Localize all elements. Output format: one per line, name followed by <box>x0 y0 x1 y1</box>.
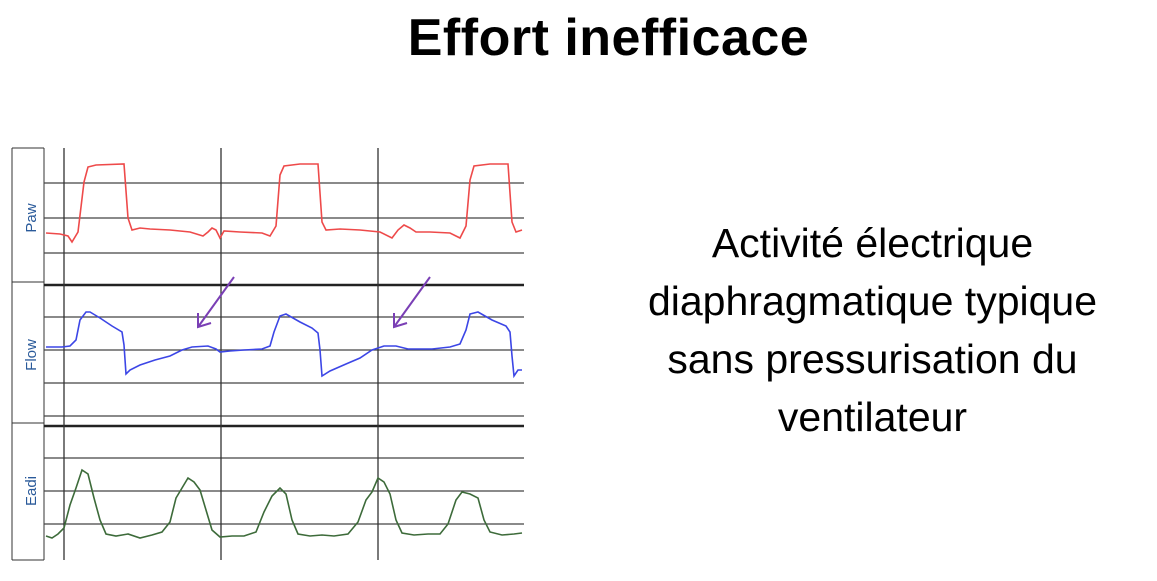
time-markers <box>63 148 379 560</box>
arrow-left <box>197 276 235 329</box>
arrow-right <box>393 276 431 329</box>
flow-trace <box>46 311 522 379</box>
waveform-panel: Paw Flow Eadi <box>11 147 524 561</box>
flow-label: Flow <box>23 339 40 371</box>
caption-line-1: Activité électrique <box>711 220 1034 266</box>
paw-label: Paw <box>23 203 40 232</box>
annotation-arrows <box>197 276 431 329</box>
caption-line-2: diaphragmatique typique <box>647 278 1098 324</box>
paw-trace <box>45 163 523 244</box>
caption-line-3: sans pressurisation du <box>667 336 1078 382</box>
gridlines <box>44 182 524 525</box>
slide-title: Effort inefficace <box>407 9 810 67</box>
eadi-label: Eadi <box>23 476 40 506</box>
section-separators <box>44 283 524 428</box>
eadi-trace <box>45 468 523 539</box>
caption-text: Activité électrique diaphragmatique typi… <box>590 214 1155 446</box>
caption-line-4: ventilateur <box>777 394 968 440</box>
